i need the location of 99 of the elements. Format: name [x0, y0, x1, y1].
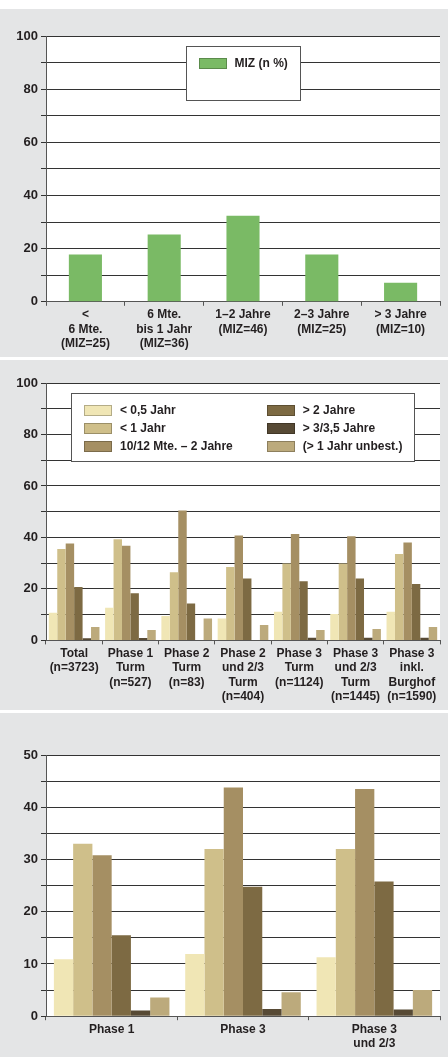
bar — [68, 254, 102, 302]
bar — [282, 563, 291, 640]
y-tick-label: 0 — [30, 631, 38, 647]
bar — [150, 997, 170, 1016]
bar — [73, 843, 93, 1016]
bar — [223, 787, 243, 1016]
bar — [259, 624, 269, 640]
bar — [403, 542, 412, 640]
bar — [411, 584, 421, 640]
legend-label: > 2 Jahre — [302, 403, 356, 417]
y-tick-label: 80 — [23, 426, 38, 442]
bar — [91, 627, 100, 640]
bar — [74, 587, 83, 640]
bar — [281, 992, 301, 1016]
bar — [217, 618, 227, 640]
bar — [48, 612, 58, 640]
y-tick-label: 50 — [23, 746, 38, 762]
bar — [243, 886, 263, 1016]
bar — [384, 282, 418, 302]
bar — [65, 543, 75, 640]
y-tick-label: 20 — [23, 580, 38, 596]
bar — [226, 215, 260, 302]
bar — [299, 581, 308, 640]
bar — [113, 539, 122, 640]
x-tick-label: Phase 3 inkl. Burghof (n=1590) — [387, 645, 437, 704]
y-tick-label: 100 — [16, 374, 38, 390]
bar — [204, 849, 224, 1016]
x-tick-label: 6 Mte. bis 1 Jahr (MIZ=36) — [136, 307, 193, 351]
y-tick-label: 0 — [30, 293, 38, 309]
bar — [111, 935, 131, 1016]
y-tick-label: 20 — [23, 240, 38, 256]
x-tick-label: Phase 1 — [88, 1021, 135, 1036]
bar — [203, 618, 213, 640]
legend-label: MIZ (n %) — [234, 56, 288, 70]
x-tick-label: Phase 3 und 2/3 — [351, 1021, 398, 1051]
x-tick-label: Phase 3 — [220, 1021, 266, 1036]
bar — [130, 1010, 151, 1016]
bar — [305, 254, 339, 302]
y-tick-label: 40 — [23, 187, 38, 203]
bar — [147, 630, 156, 640]
x-tick-label: 1–2 Jahre (MIZ=46) — [215, 307, 272, 336]
x-tick-label: 2–3 Jahre (MIZ=25) — [294, 307, 350, 336]
bar — [428, 627, 438, 640]
bar — [185, 954, 205, 1016]
bar — [169, 572, 179, 640]
bar — [273, 611, 283, 640]
y-tick-label: 40 — [23, 529, 38, 545]
y-tick-label: 20 — [23, 903, 38, 919]
bar — [147, 234, 181, 302]
bar — [338, 563, 348, 640]
bar — [386, 611, 395, 640]
x-tick-label: Total (n=3723) — [49, 645, 99, 675]
y-tick-label: 80 — [23, 80, 38, 96]
bar — [226, 567, 235, 640]
bar — [130, 593, 139, 640]
legend-label: < 0,5 Jahr — [120, 403, 176, 417]
bar — [290, 534, 300, 640]
x-tick-label: Phase 3 und 2/3 Turm (n=1445) — [331, 645, 381, 704]
bar — [53, 959, 74, 1016]
bar — [121, 545, 131, 640]
y-tick-label: 60 — [23, 133, 38, 149]
x-tick-label: Phase 1 Turm (n=527) — [107, 645, 154, 689]
bar — [372, 629, 381, 640]
bar — [316, 957, 336, 1016]
bar — [262, 1008, 282, 1016]
legend-label: 10/12 Mte. – 2 Jahre — [120, 439, 233, 453]
x-tick-label: Phase 3 Turm (n=1124) — [275, 645, 324, 689]
x-tick-label: Phase 2 und 2/3 Turm (n=404) — [220, 645, 266, 704]
bar — [92, 855, 112, 1016]
bar — [316, 630, 325, 640]
bar — [178, 510, 187, 640]
bar — [161, 615, 170, 640]
bar — [335, 849, 356, 1016]
x-tick-label: Phase 2 Turm (n=83) — [164, 645, 210, 689]
bar — [105, 607, 114, 640]
y-tick-label: 0 — [30, 1007, 38, 1023]
bar — [186, 603, 196, 640]
y-tick-label: 100 — [16, 27, 38, 43]
legend-label: < 1 Jahr — [120, 421, 166, 435]
legend-label: (> 1 Jahr unbest.) — [302, 439, 403, 453]
bar — [355, 578, 365, 640]
legend-label: > 3/3,5 Jahre — [302, 421, 376, 435]
bar — [420, 637, 429, 640]
bar — [374, 881, 394, 1016]
bar — [393, 1009, 413, 1016]
bar — [394, 553, 404, 640]
bar — [347, 536, 356, 640]
x-tick-label: < 6 Mte. (MIZ=25) — [60, 307, 110, 351]
bar — [355, 788, 375, 1016]
y-tick-label: 10 — [23, 955, 38, 971]
bar — [234, 535, 243, 640]
x-tick-label: > 3 Jahre (MIZ=10) — [374, 307, 428, 336]
y-tick-label: 60 — [23, 477, 38, 493]
y-tick-label: 30 — [23, 851, 38, 867]
bar — [57, 549, 66, 640]
bar — [330, 613, 339, 640]
bar — [243, 578, 252, 640]
y-tick-label: 40 — [23, 798, 38, 814]
bar — [412, 990, 433, 1016]
